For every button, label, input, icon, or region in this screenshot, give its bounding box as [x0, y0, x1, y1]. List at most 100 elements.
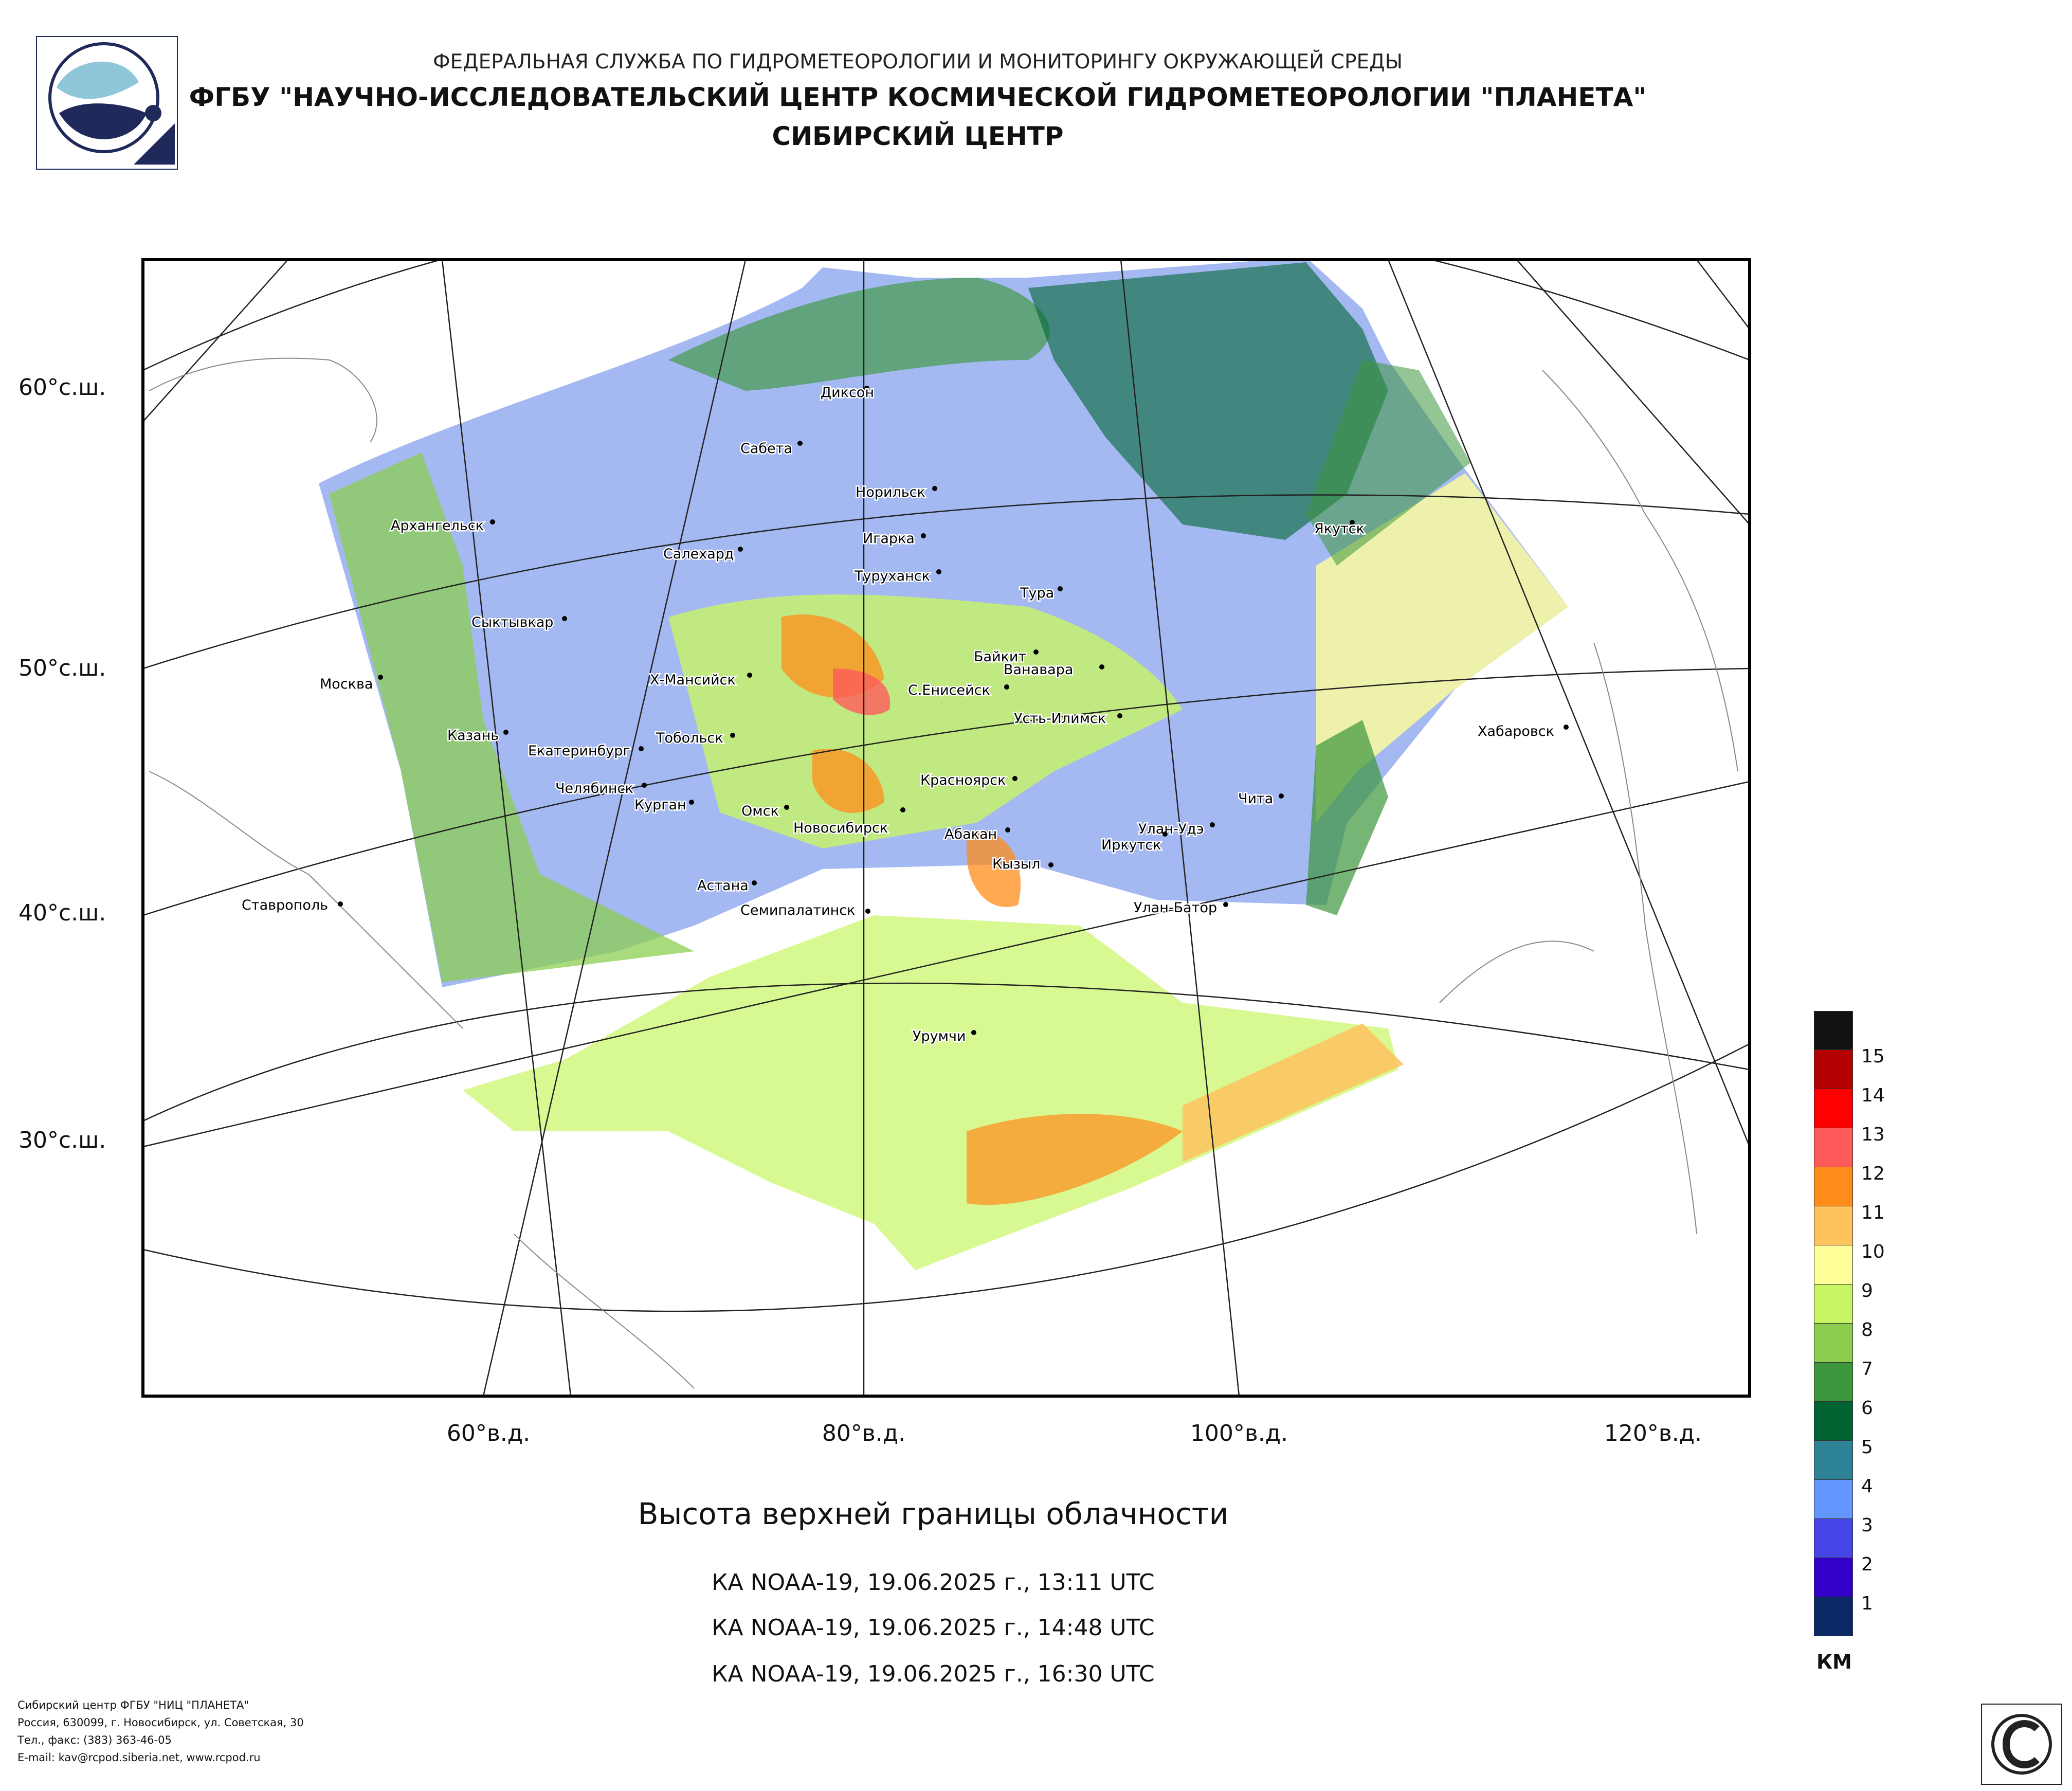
height-legend: 15 14 13 12 11 10 9 8 7 6 5 4 3 2 1	[1814, 1011, 1885, 1636]
legend-label: 13	[1861, 1124, 1885, 1145]
city-label: Диксон	[821, 385, 874, 401]
legend-swatch	[1814, 1245, 1853, 1285]
header-institute: ФГБУ "НАУЧНО-ИССЛЕДОВАТЕЛЬСКИЙ ЦЕНТР КОС…	[189, 82, 1647, 112]
legend-swatch	[1814, 1167, 1853, 1206]
map-title: Высота верхней границы облачности	[638, 1496, 1229, 1531]
city-label: Иркутск	[1101, 837, 1161, 853]
city-label: С.Енисейск	[908, 682, 990, 698]
city-dot	[1033, 649, 1039, 655]
city-dot	[784, 805, 789, 810]
swath-yellow-east	[1316, 473, 1568, 823]
city-dot	[1048, 862, 1053, 867]
city-dot	[1012, 776, 1017, 781]
city-dot	[1058, 586, 1063, 591]
legend-swatch	[1814, 1089, 1853, 1128]
city-label: Новосибирск	[793, 820, 888, 836]
city-dot	[562, 616, 567, 621]
city-label: Салехард	[663, 546, 734, 562]
legend-label: 4	[1861, 1476, 1873, 1497]
footer-email: E-mail: kav@rcpod.siberia.net, www.rcpod…	[17, 1751, 261, 1764]
legend-label: 11	[1861, 1202, 1885, 1223]
swath-far-east	[1306, 360, 1470, 566]
legend-label: 1	[1861, 1593, 1873, 1614]
city-dot	[752, 880, 757, 885]
city-dot	[1162, 831, 1168, 837]
city-dot	[738, 547, 743, 552]
swath-south	[463, 915, 1398, 1270]
iso-certificate-logo	[1980, 1703, 2063, 1785]
footer-address: Россия, 630099, г. Новосибирск, ул. Сове…	[17, 1716, 304, 1729]
legend-swatch	[1814, 1285, 1853, 1324]
city-label: Архангельск	[391, 518, 484, 534]
city-dot	[490, 519, 495, 524]
city-dot	[864, 386, 869, 391]
city-label: Екатеринбург	[528, 743, 630, 759]
legend-swatch	[1814, 1011, 1853, 1050]
legend-swatch	[1814, 1402, 1853, 1441]
city-label: Тура	[1020, 585, 1054, 601]
swath-green-north	[668, 278, 1050, 391]
lat-label: 30°с.ш.	[19, 1127, 106, 1153]
satellite-pass: КА NOAA-19, 19.06.2025 г., 13:11 UTC	[712, 1569, 1155, 1596]
planeta-logo	[36, 36, 178, 170]
legend-label: 8	[1861, 1319, 1873, 1341]
header-center: СИБИРСКИЙ ЦЕНТР	[772, 121, 1064, 151]
storm-core-4	[967, 831, 1021, 907]
header-agency: ФЕДЕРАЛЬНАЯ СЛУЖБА ПО ГИДРОМЕТЕОРОЛОГИИ …	[432, 50, 1403, 74]
legend-label: 3	[1861, 1515, 1873, 1536]
city-dot	[338, 901, 343, 907]
city-label: Сабета	[740, 441, 792, 457]
legend-swatch	[1814, 1597, 1853, 1636]
legend-label: 6	[1861, 1398, 1873, 1419]
lat-label: 40°с.ш.	[19, 900, 106, 926]
city-label: Туруханск	[854, 568, 930, 584]
lon-label: 100°в.д.	[1190, 1420, 1288, 1446]
lon-label: 60°в.д.	[446, 1420, 531, 1446]
legend-label: 14	[1861, 1085, 1885, 1106]
city-label: Усть-Илимск	[1014, 711, 1106, 727]
city-markers: Диксон Сабета Норильск Игарка Архангельск Сал…	[241, 384, 1569, 1046]
city-dot	[932, 486, 937, 491]
city-label: Астана	[697, 878, 749, 894]
city-label: Чита	[1238, 791, 1273, 807]
city-dot	[971, 1030, 976, 1035]
city-dot	[1005, 827, 1010, 833]
city-dot	[797, 441, 803, 446]
lat-label: 60°с.ш.	[19, 374, 106, 401]
swath-south-yellow	[1183, 1023, 1404, 1162]
legend-label: 15	[1861, 1046, 1885, 1067]
footer-org: Сибирский центр ФГБУ "НИЦ "ПЛАНЕТА"	[17, 1699, 249, 1711]
lon-label: 120°в.д.	[1604, 1420, 1702, 1446]
legend-swatch	[1814, 1441, 1853, 1480]
city-dot	[642, 783, 647, 788]
city-label: Челябинск	[555, 781, 633, 797]
city-dot	[921, 533, 926, 538]
city-label: Красноярск	[920, 772, 1006, 788]
lon-label: 80°в.д.	[822, 1420, 906, 1446]
city-label: Омск	[741, 803, 779, 819]
city-dot	[865, 909, 870, 914]
legend-label: 2	[1861, 1554, 1873, 1575]
legend-label: 7	[1861, 1359, 1873, 1380]
city-label: Якутск	[1314, 521, 1365, 537]
swath-south-orange	[967, 1114, 1183, 1205]
storm-core-2	[833, 668, 890, 715]
city-label: Х-Мансийск	[650, 672, 736, 688]
city-dot	[1564, 725, 1569, 730]
legend-swatch	[1814, 1128, 1853, 1167]
satellite-pass: КА NOAA-19, 19.06.2025 г., 14:48 UTC	[712, 1615, 1155, 1641]
city-label: Ставрополь	[242, 897, 328, 913]
city-dot	[378, 675, 383, 680]
legend-swatch	[1814, 1363, 1853, 1402]
footer-phone: Тел., факс: (383) 363-46-05	[17, 1734, 172, 1746]
city-dot	[1350, 520, 1355, 525]
city-dot	[900, 807, 905, 812]
swath-green-west	[329, 453, 694, 982]
legend-swatch	[1814, 1050, 1853, 1089]
lat-label: 50°с.ш.	[19, 655, 106, 681]
city-dot	[747, 673, 752, 678]
city-dot	[1279, 793, 1284, 799]
storm-core-3	[812, 749, 884, 813]
swath-green-east	[1028, 262, 1388, 540]
